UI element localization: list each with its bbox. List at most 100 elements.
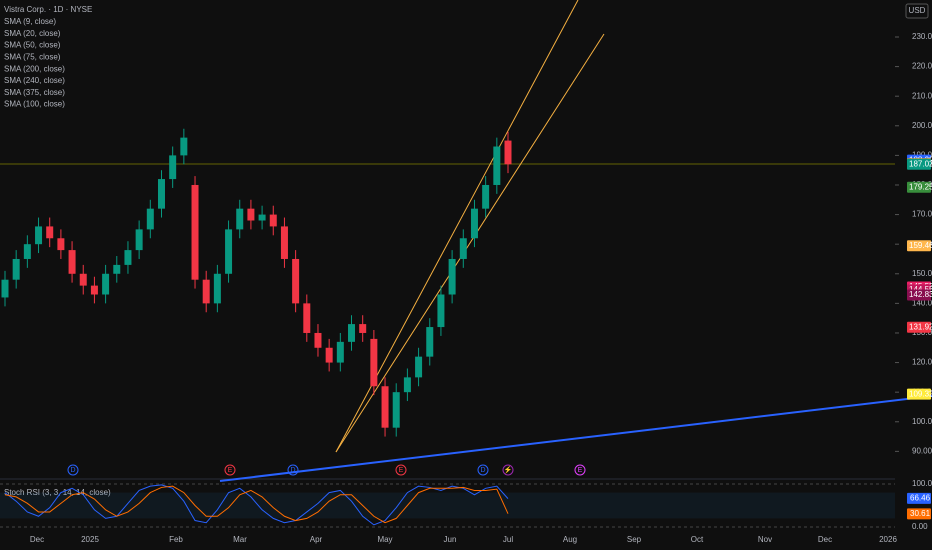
price-tag bbox=[907, 289, 931, 301]
time-label: Oct bbox=[691, 535, 704, 544]
candle-body bbox=[236, 208, 244, 230]
candle-body bbox=[146, 208, 154, 230]
symbol-title: Vistra Corp. · 1D · NYSE bbox=[4, 5, 92, 14]
candle-body bbox=[437, 294, 445, 328]
y-tick-label: 230.00 bbox=[912, 32, 932, 41]
price-tag bbox=[907, 181, 931, 193]
channel-lower bbox=[335, 33, 605, 453]
candle-body bbox=[381, 386, 389, 428]
candle-body bbox=[336, 341, 344, 363]
candle-body bbox=[35, 226, 43, 245]
candle-body bbox=[68, 250, 76, 274]
candle-body bbox=[46, 226, 54, 239]
time-label: Dec bbox=[30, 535, 44, 544]
stoch-tick-label: 100.00 bbox=[912, 479, 932, 488]
stoch-tag-label: 30.61 bbox=[910, 509, 931, 518]
event-marker bbox=[477, 464, 489, 476]
event-label: D bbox=[290, 467, 295, 474]
candle-body bbox=[459, 238, 467, 259]
candle-body bbox=[191, 184, 199, 280]
candle-body bbox=[303, 303, 311, 333]
y-tick-label: 220.00 bbox=[912, 62, 932, 71]
time-label: Apr bbox=[310, 535, 323, 544]
candle-body bbox=[157, 179, 165, 209]
stoch-title: Stoch RSI (3, 3, 14, 14, close) bbox=[4, 488, 111, 497]
candle-body bbox=[258, 214, 266, 221]
candle-body bbox=[370, 338, 378, 387]
candle-body bbox=[470, 208, 478, 239]
currency: USD bbox=[909, 6, 926, 15]
stoch-line bbox=[4, 484, 509, 526]
event-label: E bbox=[399, 467, 404, 474]
stoch-tag bbox=[907, 492, 931, 504]
stoch-tag bbox=[907, 508, 931, 520]
event-label: ⚡ bbox=[504, 465, 513, 474]
time-label: Feb bbox=[169, 535, 183, 544]
time-label: Aug bbox=[563, 535, 577, 544]
candle-body bbox=[482, 184, 490, 209]
price-tag-label: 187.02 bbox=[909, 159, 932, 168]
candle-body bbox=[169, 155, 177, 180]
price-tag bbox=[907, 388, 931, 400]
trend-line bbox=[219, 395, 932, 482]
time-label: Sep bbox=[627, 535, 642, 544]
candle-body bbox=[348, 324, 356, 342]
indicator-label: SMA (240, close) bbox=[4, 76, 65, 85]
price-tag bbox=[907, 240, 931, 252]
candle-body bbox=[124, 250, 132, 265]
time-label: Nov bbox=[758, 535, 772, 544]
y-tick-label: 100.00 bbox=[912, 417, 932, 426]
candle-body bbox=[247, 208, 255, 221]
price-tag-label: 131.92 bbox=[909, 322, 932, 331]
indicator-label: SMA (50, close) bbox=[4, 41, 61, 50]
y-tick-label: 140.00 bbox=[912, 298, 932, 307]
indicator-label: SMA (100, close) bbox=[4, 100, 65, 109]
time-label: Jul bbox=[503, 535, 513, 544]
candle-body bbox=[292, 258, 300, 304]
candle-body bbox=[23, 244, 31, 259]
candle-body bbox=[426, 327, 434, 357]
indicator-label: SMA (9, close) bbox=[4, 17, 56, 26]
candle-body bbox=[180, 137, 188, 156]
y-tick-label: 210.00 bbox=[912, 91, 932, 100]
candle-body bbox=[12, 258, 20, 280]
time-label: Mar bbox=[233, 535, 247, 544]
stoch-band bbox=[0, 492, 895, 519]
y-tick-label: 200.00 bbox=[912, 121, 932, 130]
candle-body bbox=[135, 229, 143, 251]
event-marker bbox=[287, 464, 299, 476]
y-tick-label: 120.00 bbox=[912, 358, 932, 367]
y-tick-label: 170.00 bbox=[912, 210, 932, 219]
candle-body bbox=[448, 258, 456, 295]
event-marker bbox=[574, 464, 586, 476]
candle-body bbox=[415, 356, 423, 378]
stoch-tick-label: 0.00 bbox=[912, 522, 928, 531]
candle-body bbox=[102, 273, 110, 295]
event-label: E bbox=[578, 467, 583, 474]
time-label: 2025 bbox=[81, 535, 99, 544]
event-label: E bbox=[228, 467, 233, 474]
event-marker bbox=[224, 464, 236, 476]
price-tag-label: 109.32 bbox=[909, 389, 932, 398]
candle-body bbox=[314, 332, 322, 348]
price-tag bbox=[907, 321, 931, 333]
price-tag-label: 179.25 bbox=[909, 182, 932, 191]
event-marker bbox=[395, 464, 407, 476]
y-tick-label: 90.00 bbox=[912, 446, 932, 455]
indicator-label: SMA (20, close) bbox=[4, 29, 61, 38]
candle-body bbox=[113, 264, 121, 274]
currency-box[interactable] bbox=[905, 3, 929, 19]
candle-body bbox=[225, 229, 233, 274]
time-label: Dec bbox=[818, 535, 832, 544]
candle-body bbox=[403, 377, 411, 393]
candle-body bbox=[202, 279, 210, 304]
indicator-label: SMA (200, close) bbox=[4, 64, 65, 73]
time-label: Jun bbox=[444, 535, 457, 544]
event-label: D bbox=[70, 467, 75, 474]
candle-body bbox=[280, 226, 288, 259]
candle-body bbox=[493, 146, 501, 185]
candle-body bbox=[325, 347, 333, 363]
event-marker bbox=[502, 464, 514, 476]
